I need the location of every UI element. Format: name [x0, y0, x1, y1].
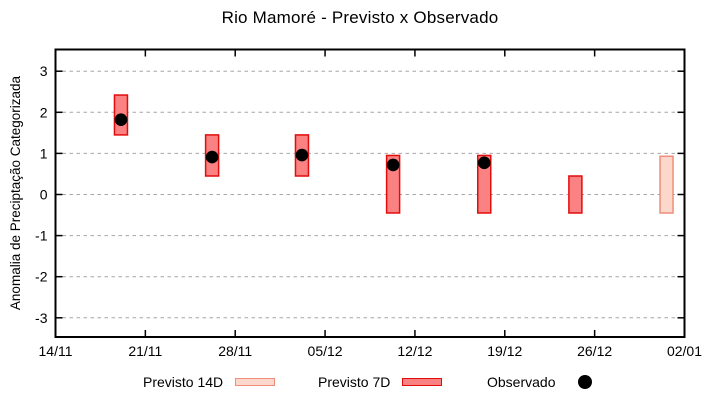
x-tick-label: 05/12 — [308, 343, 343, 359]
y-tick-label: 1 — [40, 145, 48, 161]
legend-item-observado: Observado — [487, 371, 593, 393]
x-tick-label: 21/11 — [128, 343, 162, 359]
legend-label-previsto-14d: Previsto 14D — [143, 374, 224, 390]
x-tick-label: 26/12 — [577, 343, 612, 359]
chart-title: Rio Mamoré - Previsto x Observado — [221, 8, 499, 27]
legend-label-previsto-7d: Previsto 7D — [318, 374, 391, 390]
y-tick-label: 0 — [40, 187, 48, 203]
x-tick-label: 28/11 — [218, 343, 252, 359]
legend-label-observado: Observado — [487, 374, 556, 390]
y-tick-label: -1 — [35, 228, 48, 244]
previsto-14d-swatch-icon — [235, 378, 276, 386]
plot-border — [54, 48, 686, 338]
x-tick-label: 12/12 — [397, 343, 432, 359]
y-tick-label: -2 — [35, 269, 48, 285]
legend: Previsto 14D Previsto 7D Observado — [0, 371, 720, 395]
observado-point — [477, 156, 491, 170]
y-tick-label: 3 — [40, 63, 48, 79]
observado-point — [114, 113, 128, 126]
bar-previsto-14d — [659, 155, 674, 214]
y-tick-label: 2 — [40, 104, 48, 120]
x-tick-label: 19/12 — [487, 343, 522, 359]
x-tick-label: 14/11 — [39, 343, 73, 359]
x-tick-label: 02/01 — [667, 343, 702, 359]
bar-previsto-7d — [476, 154, 492, 214]
bar-previsto-7d — [568, 175, 583, 214]
previsto-7d-swatch-icon — [402, 378, 443, 386]
legend-item-previsto-14d: Previsto 14D — [143, 371, 276, 393]
observado-point — [295, 148, 309, 162]
legend-item-previsto-7d: Previsto 7D — [318, 371, 443, 393]
y-tick-label: -3 — [35, 310, 48, 326]
observado-dot-icon — [578, 375, 593, 389]
observado-point — [205, 150, 219, 164]
observado-point — [386, 158, 400, 172]
